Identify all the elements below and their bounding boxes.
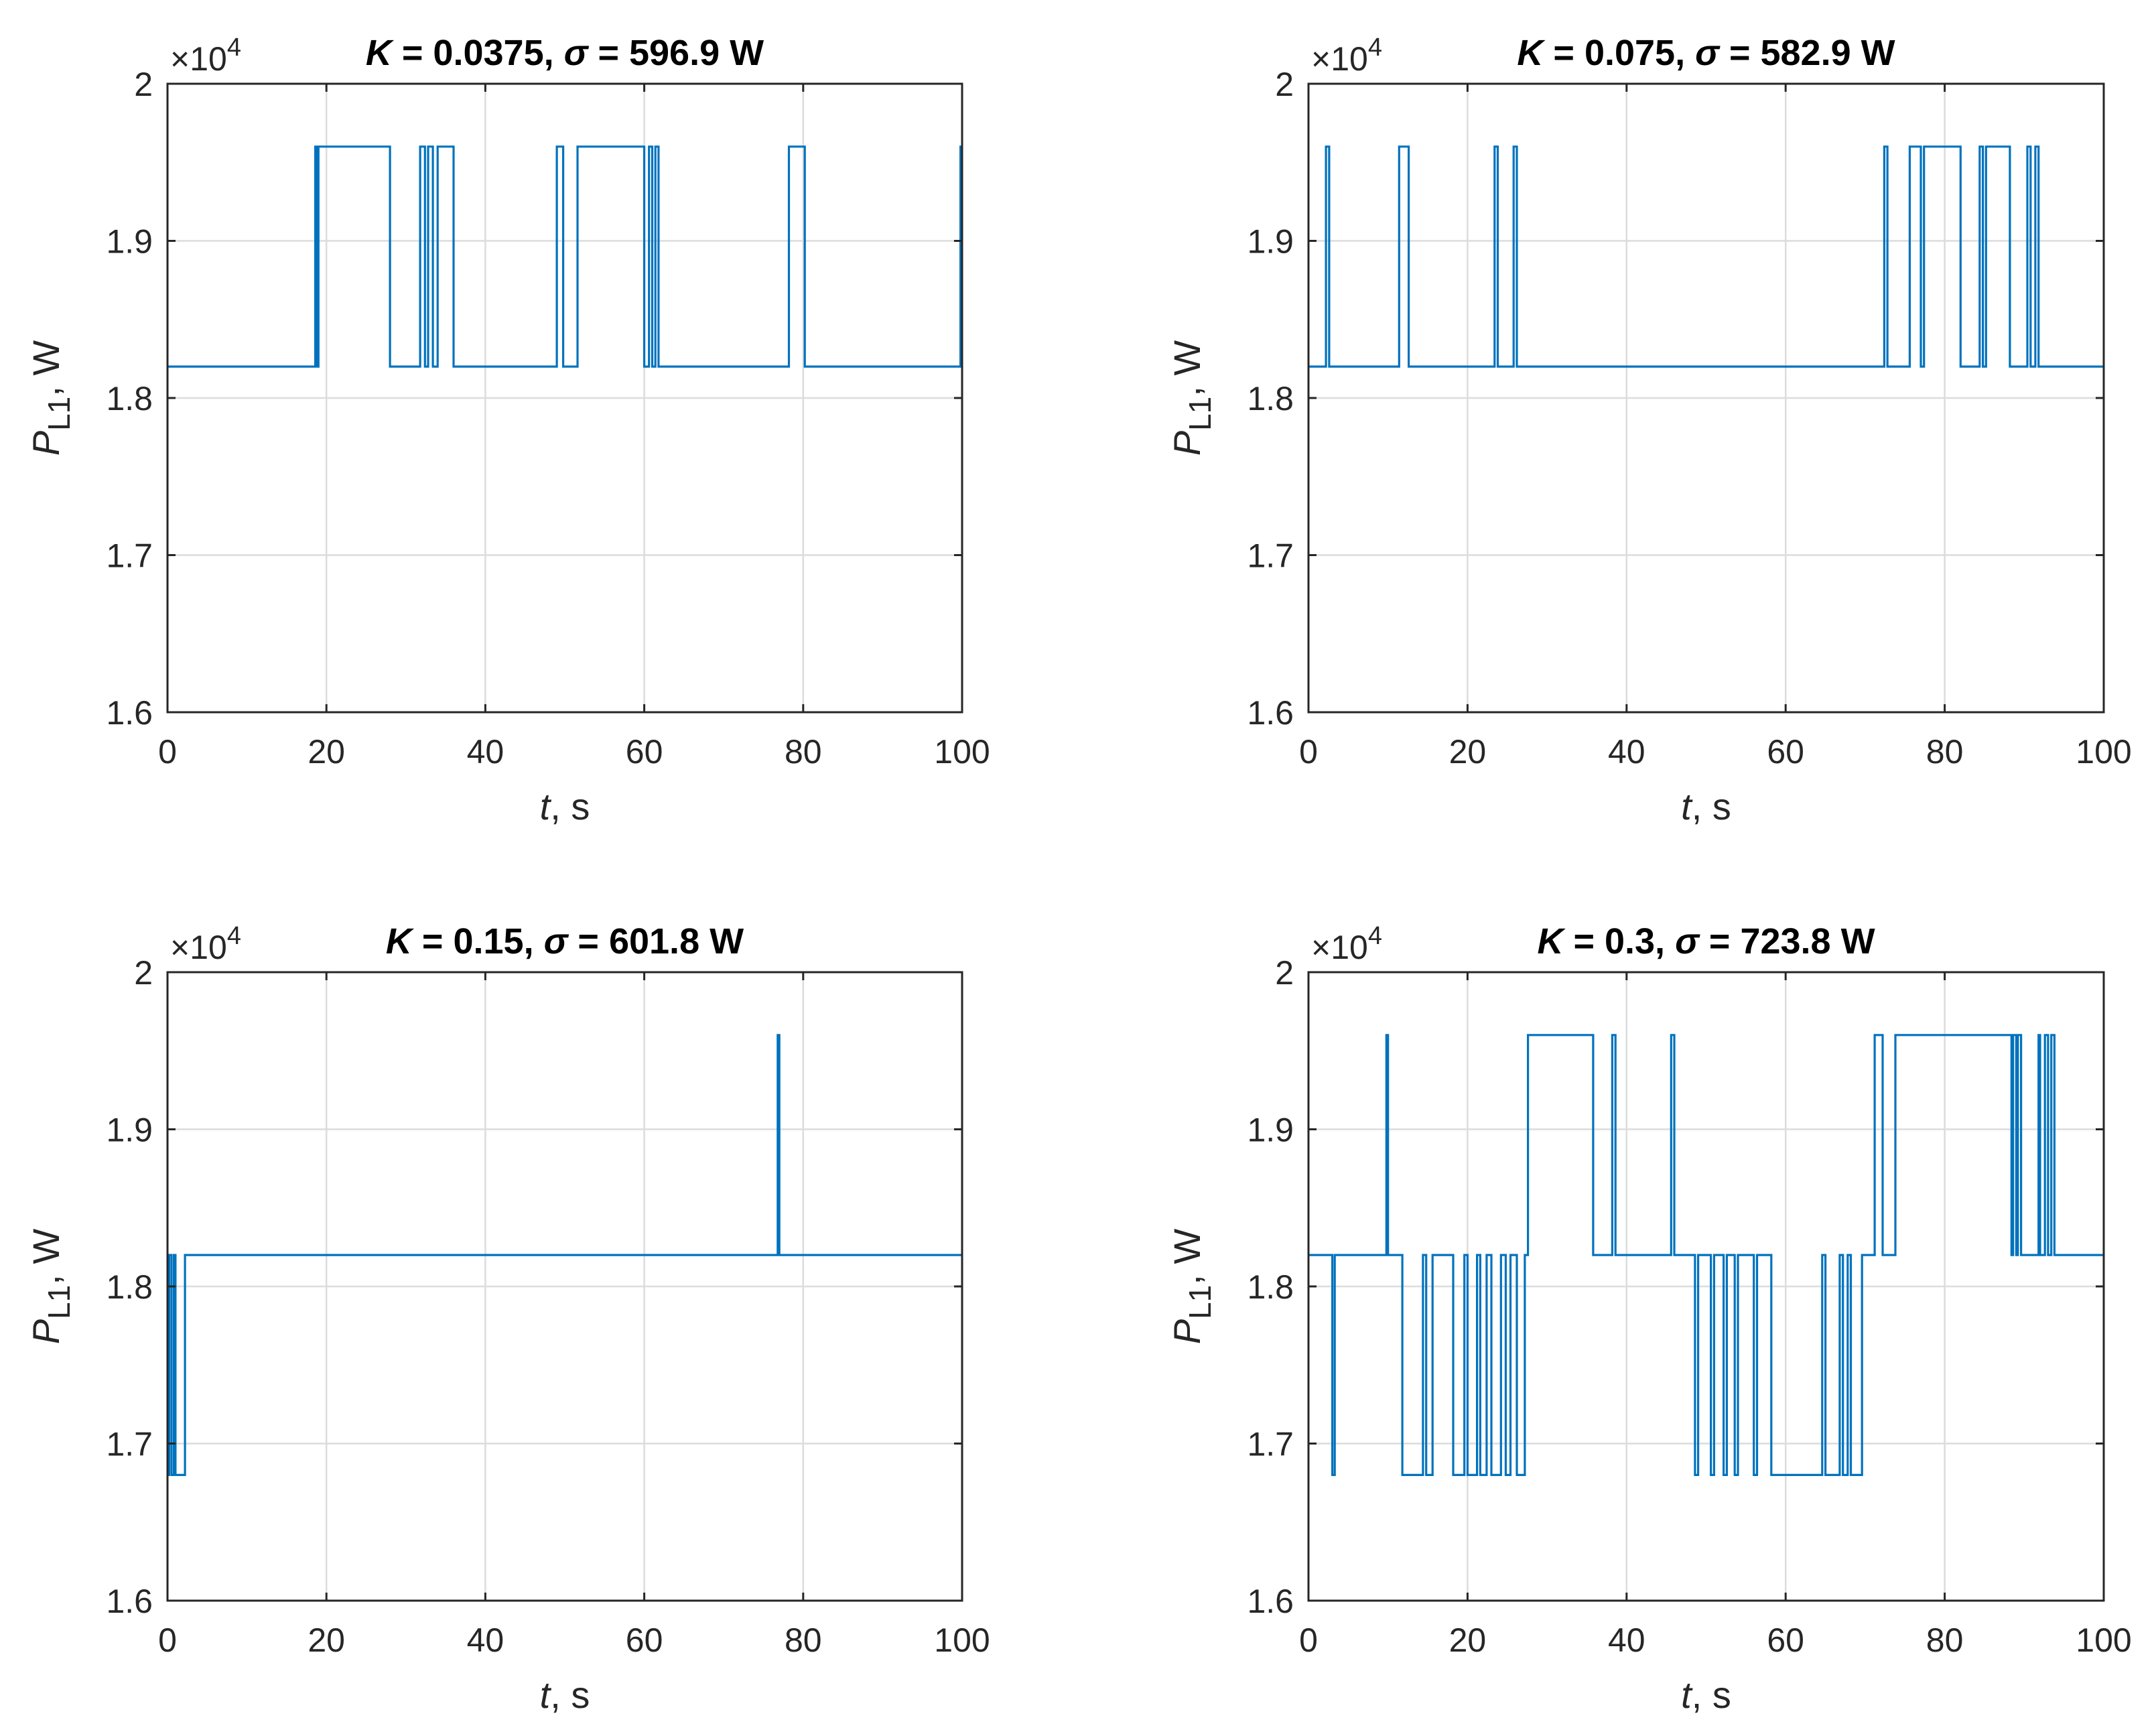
y-tick-label: 1.8 — [1247, 380, 1294, 417]
x-tick-label: 40 — [1608, 1621, 1645, 1659]
x-tick-label: 80 — [785, 733, 822, 771]
chart-title: K = 0.15, σ = 601.8 W — [386, 921, 744, 961]
y-axis-label: PL1, W — [25, 340, 76, 456]
chart-title: K = 0.0375, σ = 596.9 W — [366, 33, 764, 73]
x-tick-label: 80 — [1926, 1621, 1964, 1659]
y-tick-label: 1.7 — [106, 1426, 153, 1463]
axes-frame — [1307, 82, 2105, 714]
chart-panel-1: 0 20 40 60 80 100 1.6 1.7 1.8 1.9 2 ×104 K = 0.0375,… — [25, 33, 990, 827]
y-tick-label: 1.7 — [106, 537, 153, 575]
x-tick-label: 0 — [1299, 733, 1318, 771]
y-tick-label: 2 — [1275, 66, 1294, 103]
x-tick-label: 20 — [1449, 1621, 1487, 1659]
y-tick-label: 1.6 — [106, 1583, 153, 1620]
x-tick-label: 100 — [2076, 1621, 2131, 1659]
x-tick-label: 0 — [1299, 1621, 1318, 1659]
y-exponent-label: ×104 — [170, 34, 241, 78]
x-tick-label: 20 — [1449, 733, 1487, 771]
y-axis-label: PL1, W — [1166, 340, 1217, 456]
x-tick-label: 80 — [785, 1621, 822, 1659]
y-tick-label: 1.7 — [1247, 537, 1294, 575]
x-tick-label: 0 — [158, 733, 177, 771]
x-tick-label: 20 — [308, 1621, 345, 1659]
y-tick-label: 1.6 — [1247, 1583, 1294, 1620]
x-tick-label: 100 — [2076, 733, 2131, 771]
series-line-P_L1 — [167, 1034, 962, 1476]
y-exponent-label: ×104 — [1311, 34, 1382, 78]
chart-panel-2: 0 20 40 60 80 100 1.6 1.7 1.8 1.9 2 ×104 K = 0.075, … — [1166, 33, 2132, 827]
axes-frame — [166, 971, 963, 1602]
series-line-P_L1 — [1308, 1034, 2104, 1476]
x-tick-label: 60 — [626, 733, 663, 771]
y-tick-label: 1.6 — [1247, 694, 1294, 732]
series-line-P_L1 — [1308, 145, 2104, 368]
x-tick-label: 40 — [1608, 733, 1645, 771]
series-line-P_L1 — [167, 145, 962, 368]
x-axis-label: t, s — [540, 1674, 590, 1716]
x-tick-label: 40 — [467, 733, 504, 771]
x-tick-label: 60 — [626, 1621, 663, 1659]
y-tick-label: 1.7 — [1247, 1426, 1294, 1463]
y-tick-label: 2 — [134, 954, 153, 992]
y-tick-label: 1.9 — [1247, 1112, 1294, 1149]
axes-frame — [1307, 971, 2105, 1602]
x-tick-label: 20 — [308, 733, 345, 771]
y-tick-label: 1.8 — [1247, 1268, 1294, 1306]
chart-title: K = 0.075, σ = 582.9 W — [1517, 33, 1895, 73]
y-tick-label: 2 — [134, 66, 153, 103]
y-exponent-label: ×104 — [170, 922, 241, 966]
y-exponent-label: ×104 — [1311, 922, 1382, 966]
y-tick-label: 1.8 — [106, 380, 153, 417]
y-tick-label: 1.9 — [1247, 223, 1294, 261]
y-tick-label: 1.9 — [106, 223, 153, 261]
chart-panel-4: 0 20 40 60 80 100 1.6 1.7 1.8 1.9 2 ×104 K = 0.3, σ … — [1166, 921, 2132, 1716]
x-tick-label: 60 — [1767, 1621, 1804, 1659]
x-axis-label: t, s — [1681, 785, 1731, 827]
x-tick-label: 80 — [1926, 733, 1964, 771]
axes-frame — [166, 82, 963, 714]
x-tick-label: 60 — [1767, 733, 1804, 771]
x-tick-label: 0 — [158, 1621, 177, 1659]
y-axis-label: PL1, W — [25, 1229, 76, 1345]
y-tick-label: 1.9 — [106, 1112, 153, 1149]
x-axis-label: t, s — [1681, 1674, 1731, 1716]
y-axis-label: PL1, W — [1166, 1229, 1217, 1345]
x-tick-label: 100 — [934, 1621, 990, 1659]
chart-title: K = 0.3, σ = 723.8 W — [1537, 921, 1875, 961]
chart-panel-3: 0 20 40 60 80 100 1.6 1.7 1.8 1.9 2 ×104 K = 0.15, σ… — [25, 921, 990, 1716]
x-tick-label: 100 — [934, 733, 990, 771]
y-tick-label: 1.6 — [106, 694, 153, 732]
x-axis-label: t, s — [540, 785, 590, 827]
y-tick-label: 1.8 — [106, 1268, 153, 1306]
y-tick-label: 2 — [1275, 954, 1294, 992]
x-tick-label: 40 — [467, 1621, 504, 1659]
